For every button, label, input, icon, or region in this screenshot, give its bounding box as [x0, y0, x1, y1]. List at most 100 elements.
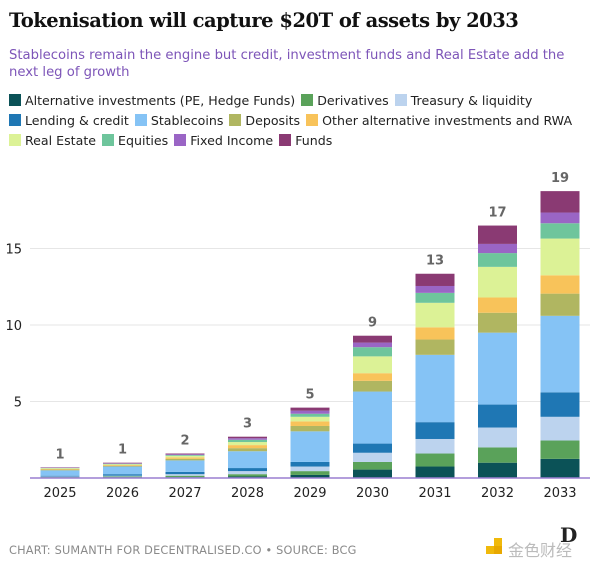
bar-segment	[540, 191, 580, 213]
total-label: 1	[55, 447, 64, 462]
total-label: 19	[551, 171, 569, 186]
legend-label: Other alternative investments and RWA	[322, 113, 573, 128]
bar-segment	[353, 373, 392, 381]
legend-label: Equities	[118, 133, 169, 148]
bar-segment	[540, 416, 580, 441]
bar-segment	[353, 380, 392, 392]
bar-segment	[103, 464, 142, 465]
legend-swatch	[394, 94, 407, 106]
bar-segment	[353, 342, 392, 348]
legend-item: Stablecoins	[134, 111, 224, 131]
bar-segment	[540, 212, 580, 224]
legend-label: Real Estate	[25, 133, 97, 148]
legend-item: Treasury & liquidity	[394, 91, 533, 111]
bar-segment	[290, 407, 330, 411]
bar-segment	[228, 476, 267, 478]
x-tick-label: 2029	[293, 486, 326, 501]
chart-title: Tokenisation will capture $20T of assets…	[9, 9, 519, 32]
bar-segment	[165, 474, 205, 476]
chart-subtitle: Stablecoins remain the engine but credit…	[9, 48, 565, 80]
bar-segment	[478, 225, 517, 244]
bar-segment	[228, 438, 267, 440]
bar-segment	[415, 466, 455, 478]
bar-segment	[415, 438, 455, 454]
bar-segment	[103, 462, 142, 464]
bar-segment	[478, 332, 517, 405]
bar-segment	[540, 238, 580, 276]
source-footer: CHART: SUMANTH FOR DECENTRALISED.CO • SO…	[9, 544, 357, 557]
legend-label: Lending & credit	[25, 113, 129, 128]
bar-segment	[353, 335, 392, 343]
bar-segment	[290, 466, 330, 472]
total-label: 13	[426, 254, 444, 269]
legend-swatch	[301, 94, 314, 106]
bar-segment	[290, 410, 330, 414]
legend-swatch	[174, 134, 187, 146]
x-tick-label: 2028	[231, 486, 264, 501]
x-tick-label: 2027	[168, 486, 201, 501]
legend-item: Alternative investments (PE, Hedge Funds…	[9, 91, 295, 111]
legend-label: Alternative investments (PE, Hedge Funds…	[25, 93, 296, 108]
bar-segment	[165, 454, 205, 456]
bar-segment	[415, 354, 455, 423]
legend-label: Fixed Income	[190, 133, 274, 148]
bar-segment	[290, 413, 330, 417]
bar-segment	[290, 431, 330, 462]
bar-segment	[290, 474, 330, 478]
bar-segment	[103, 465, 142, 467]
bar-segment	[540, 315, 580, 393]
bar-segment	[478, 243, 517, 254]
y-tick-label: 10	[5, 319, 22, 334]
bar-segment	[478, 297, 517, 313]
bar-segment	[40, 468, 80, 469]
bar-segment	[353, 391, 392, 444]
bar-segment	[415, 302, 455, 328]
svg-text:金色财经: 金色财经	[508, 541, 572, 560]
total-label: 1	[118, 443, 127, 458]
bar-segment	[103, 466, 142, 475]
bar-segment	[353, 469, 392, 478]
y-tick-label: 5	[14, 396, 22, 411]
bar-segment	[228, 439, 267, 443]
bar-segment	[478, 447, 517, 463]
legend-label: Funds	[295, 133, 333, 148]
bar-segment	[103, 464, 142, 466]
bar-segment	[415, 292, 455, 303]
bar-segment	[540, 392, 580, 417]
total-label: 17	[488, 206, 506, 221]
bar-segment	[165, 455, 205, 458]
bar-segment	[228, 474, 267, 477]
x-tick-label: 2032	[481, 486, 514, 501]
bar-segment	[165, 453, 205, 455]
total-label: 2	[180, 434, 189, 449]
x-tick-label: 2030	[356, 486, 389, 501]
legend-label: Treasury & liquidity	[410, 93, 533, 108]
bar-segment	[228, 451, 267, 469]
legend-swatch	[134, 114, 147, 126]
legend-swatch	[9, 114, 21, 126]
legend-item: Funds	[279, 131, 332, 151]
x-tick-label: 2025	[43, 486, 76, 501]
bar-segment	[40, 475, 80, 477]
x-tick-label: 2026	[106, 486, 139, 501]
bar-segment	[415, 327, 455, 340]
legend-label: Deposits	[245, 113, 301, 128]
bar-segment	[540, 275, 580, 294]
bar-segment	[290, 471, 330, 475]
bar-segment	[228, 442, 267, 446]
bar-segment	[103, 475, 142, 477]
bar-segment	[40, 470, 80, 476]
legend-label: Stablecoins	[150, 113, 224, 128]
bar-segment	[165, 455, 205, 456]
bar-segment	[40, 468, 80, 470]
legend-swatch	[279, 134, 292, 146]
bar-segment	[478, 462, 517, 478]
legend-item: Real Estate	[9, 131, 96, 151]
bar-segment	[353, 461, 392, 470]
bar-segment	[290, 425, 330, 432]
bar-segment	[228, 436, 267, 439]
bar-segment	[540, 440, 580, 459]
bar-segment	[478, 312, 517, 333]
legend-item: Other alternative investments and RWA	[306, 111, 572, 131]
bar-segment	[40, 469, 80, 471]
